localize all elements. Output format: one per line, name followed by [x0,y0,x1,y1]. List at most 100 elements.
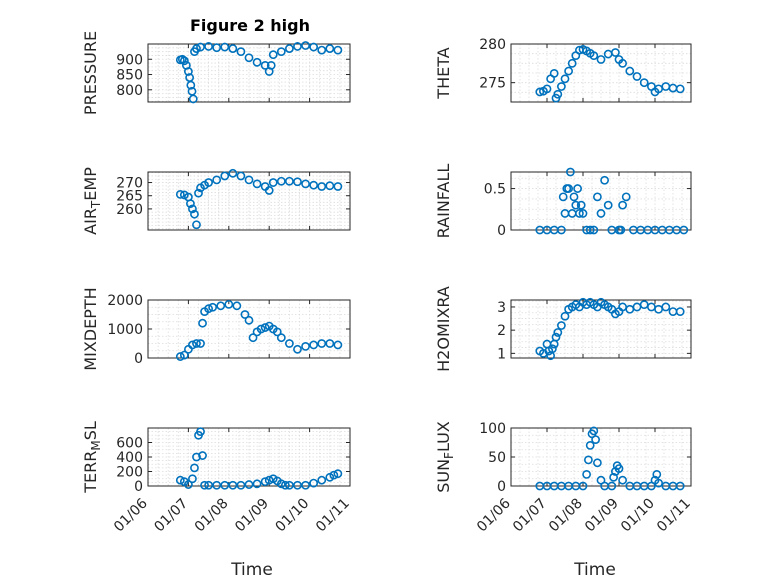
data-point [585,225,595,235]
y-axis-label: RAINFALL [434,164,453,239]
subplot-2: 275 280 THETA [434,37,692,103]
data-point [652,469,662,479]
data-point [192,44,201,53]
data-point [192,452,201,462]
data-point [301,41,310,50]
data-point [317,45,327,55]
data-point [578,209,588,218]
data-point [593,192,602,202]
data-point [616,225,626,235]
series-markers [535,426,685,491]
data-point [177,54,187,64]
data-point [585,440,595,450]
x-tick-label: 01/09 [232,496,272,536]
data-point [188,204,197,214]
data-point [301,341,310,351]
y-tick-label: 260 [116,202,143,218]
axes-box [147,43,351,103]
data-point [204,304,213,314]
data-point [535,87,545,97]
data-point [236,47,246,57]
y-tick-label: 0 [497,479,506,495]
data-point [212,43,222,53]
series-markers [175,427,343,490]
y-axis-label: PRESSURE [81,31,100,115]
y-tick-label: 600 [116,436,143,452]
data-point [553,328,563,337]
data-point [560,74,570,84]
data-point [333,340,343,350]
y-tick-label: 0 [134,351,143,367]
data-point [654,478,663,488]
data-point [268,50,278,60]
data-point [675,84,685,94]
series-markers [535,167,689,235]
data-point [553,89,563,99]
data-point [248,333,258,343]
data-point [204,480,213,490]
data-point [593,458,602,468]
data-point [309,478,319,488]
data-point [301,480,310,490]
data-point [566,167,575,177]
series-markers [175,168,343,230]
data-point [639,78,649,88]
data-point [589,225,599,235]
axes-box [510,299,692,359]
data-point [228,480,238,490]
data-point [198,318,207,328]
y-tick-label: 50 [488,450,506,466]
x-tick-label: 01/08 [546,496,586,536]
x-tick-label: 01/06 [111,495,151,535]
data-point [220,480,230,490]
y-tick-label: 850 [116,68,143,84]
data-point [603,200,613,210]
data-point [190,209,199,219]
data-point [260,323,270,332]
data-point [190,463,199,473]
data-point [325,181,335,191]
data-point [611,48,620,57]
x-axis-label-right: Time [573,560,616,580]
x-tick-label: 01/07 [510,496,550,536]
data-point [212,175,222,185]
x-tick-label: 01/06 [474,495,514,535]
y-axis-label: SUNFLUX [434,421,456,493]
data-point [240,310,250,319]
data-point [264,186,274,195]
data-point [198,451,207,460]
series-markers [175,41,343,104]
axes-box [510,43,692,103]
data-point [196,339,205,348]
y-tick-label: 200 [116,465,143,481]
data-point [183,67,193,76]
data-point [232,301,242,311]
data-point [560,311,570,321]
data-point [256,324,266,334]
y-axis-label: AIRTEMP [81,167,103,235]
data-point [317,182,327,191]
data-point [600,175,609,185]
data-point [244,175,254,185]
data-point [293,177,302,187]
x-tick-label: 01/07 [151,496,191,536]
y-tick-label: 2000 [107,293,143,309]
x-tick-label: 01/11 [313,496,353,536]
data-point [228,168,238,178]
data-point [542,84,552,94]
data-point [571,200,581,210]
data-point [276,47,286,57]
data-point [276,176,286,186]
data-point [301,179,310,189]
data-point [317,475,327,485]
data-point [194,188,203,198]
data-point [309,340,319,350]
series-markers [535,297,685,361]
x-tick-label: 01/08 [192,496,232,536]
data-point [632,72,642,81]
data-point [569,192,579,202]
data-point [607,481,617,491]
data-point [220,171,230,181]
